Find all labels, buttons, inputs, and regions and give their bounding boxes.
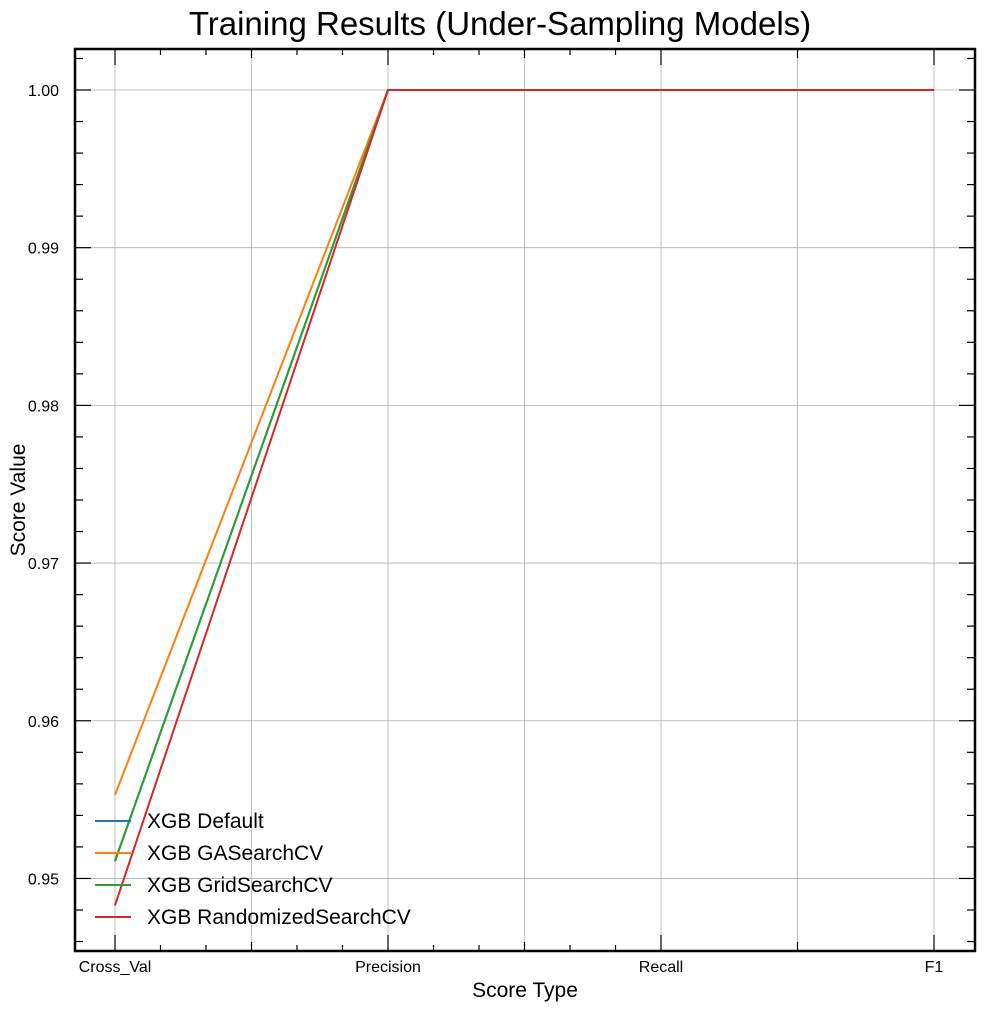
legend-label: XGB RandomizedSearchCV — [147, 906, 411, 929]
y-tick-labels: 0.95 0.96 0.97 0.98 0.99 1.00 — [28, 83, 59, 888]
chart-title: Training Results (Under-Sampling Models) — [189, 5, 811, 42]
x-axis-label: Score Type — [472, 979, 578, 1002]
y-tick-label: 0.95 — [28, 871, 59, 888]
legend: XGB Default XGB GASearchCV XGB GridSearchC… — [95, 810, 411, 929]
y-tick-label: 0.97 — [28, 556, 59, 573]
x-tick-labels: Cross_Val Precision Recall F1 — [79, 959, 944, 976]
ticks-layer — [75, 49, 975, 951]
x-tick-label: Precision — [355, 959, 421, 976]
legend-label: XGB GridSearchCV — [147, 874, 333, 897]
x-tick-label: Recall — [639, 959, 683, 976]
y-tick-label: 1.00 — [28, 83, 59, 100]
series-layer — [114, 89, 934, 906]
x-tick-label: Cross_Val — [79, 959, 152, 976]
series-line-4 — [114, 89, 934, 906]
y-tick-label: 0.99 — [28, 241, 59, 258]
y-axis-label: Score Value — [7, 444, 30, 557]
y-tick-label: 0.98 — [28, 398, 59, 415]
legend-label: XGB Default — [147, 810, 264, 833]
y-tick-label: 0.96 — [28, 714, 59, 731]
legend-label: XGB GASearchCV — [147, 842, 323, 865]
x-tick-label: F1 — [925, 959, 944, 976]
plot-frame — [73, 47, 977, 953]
